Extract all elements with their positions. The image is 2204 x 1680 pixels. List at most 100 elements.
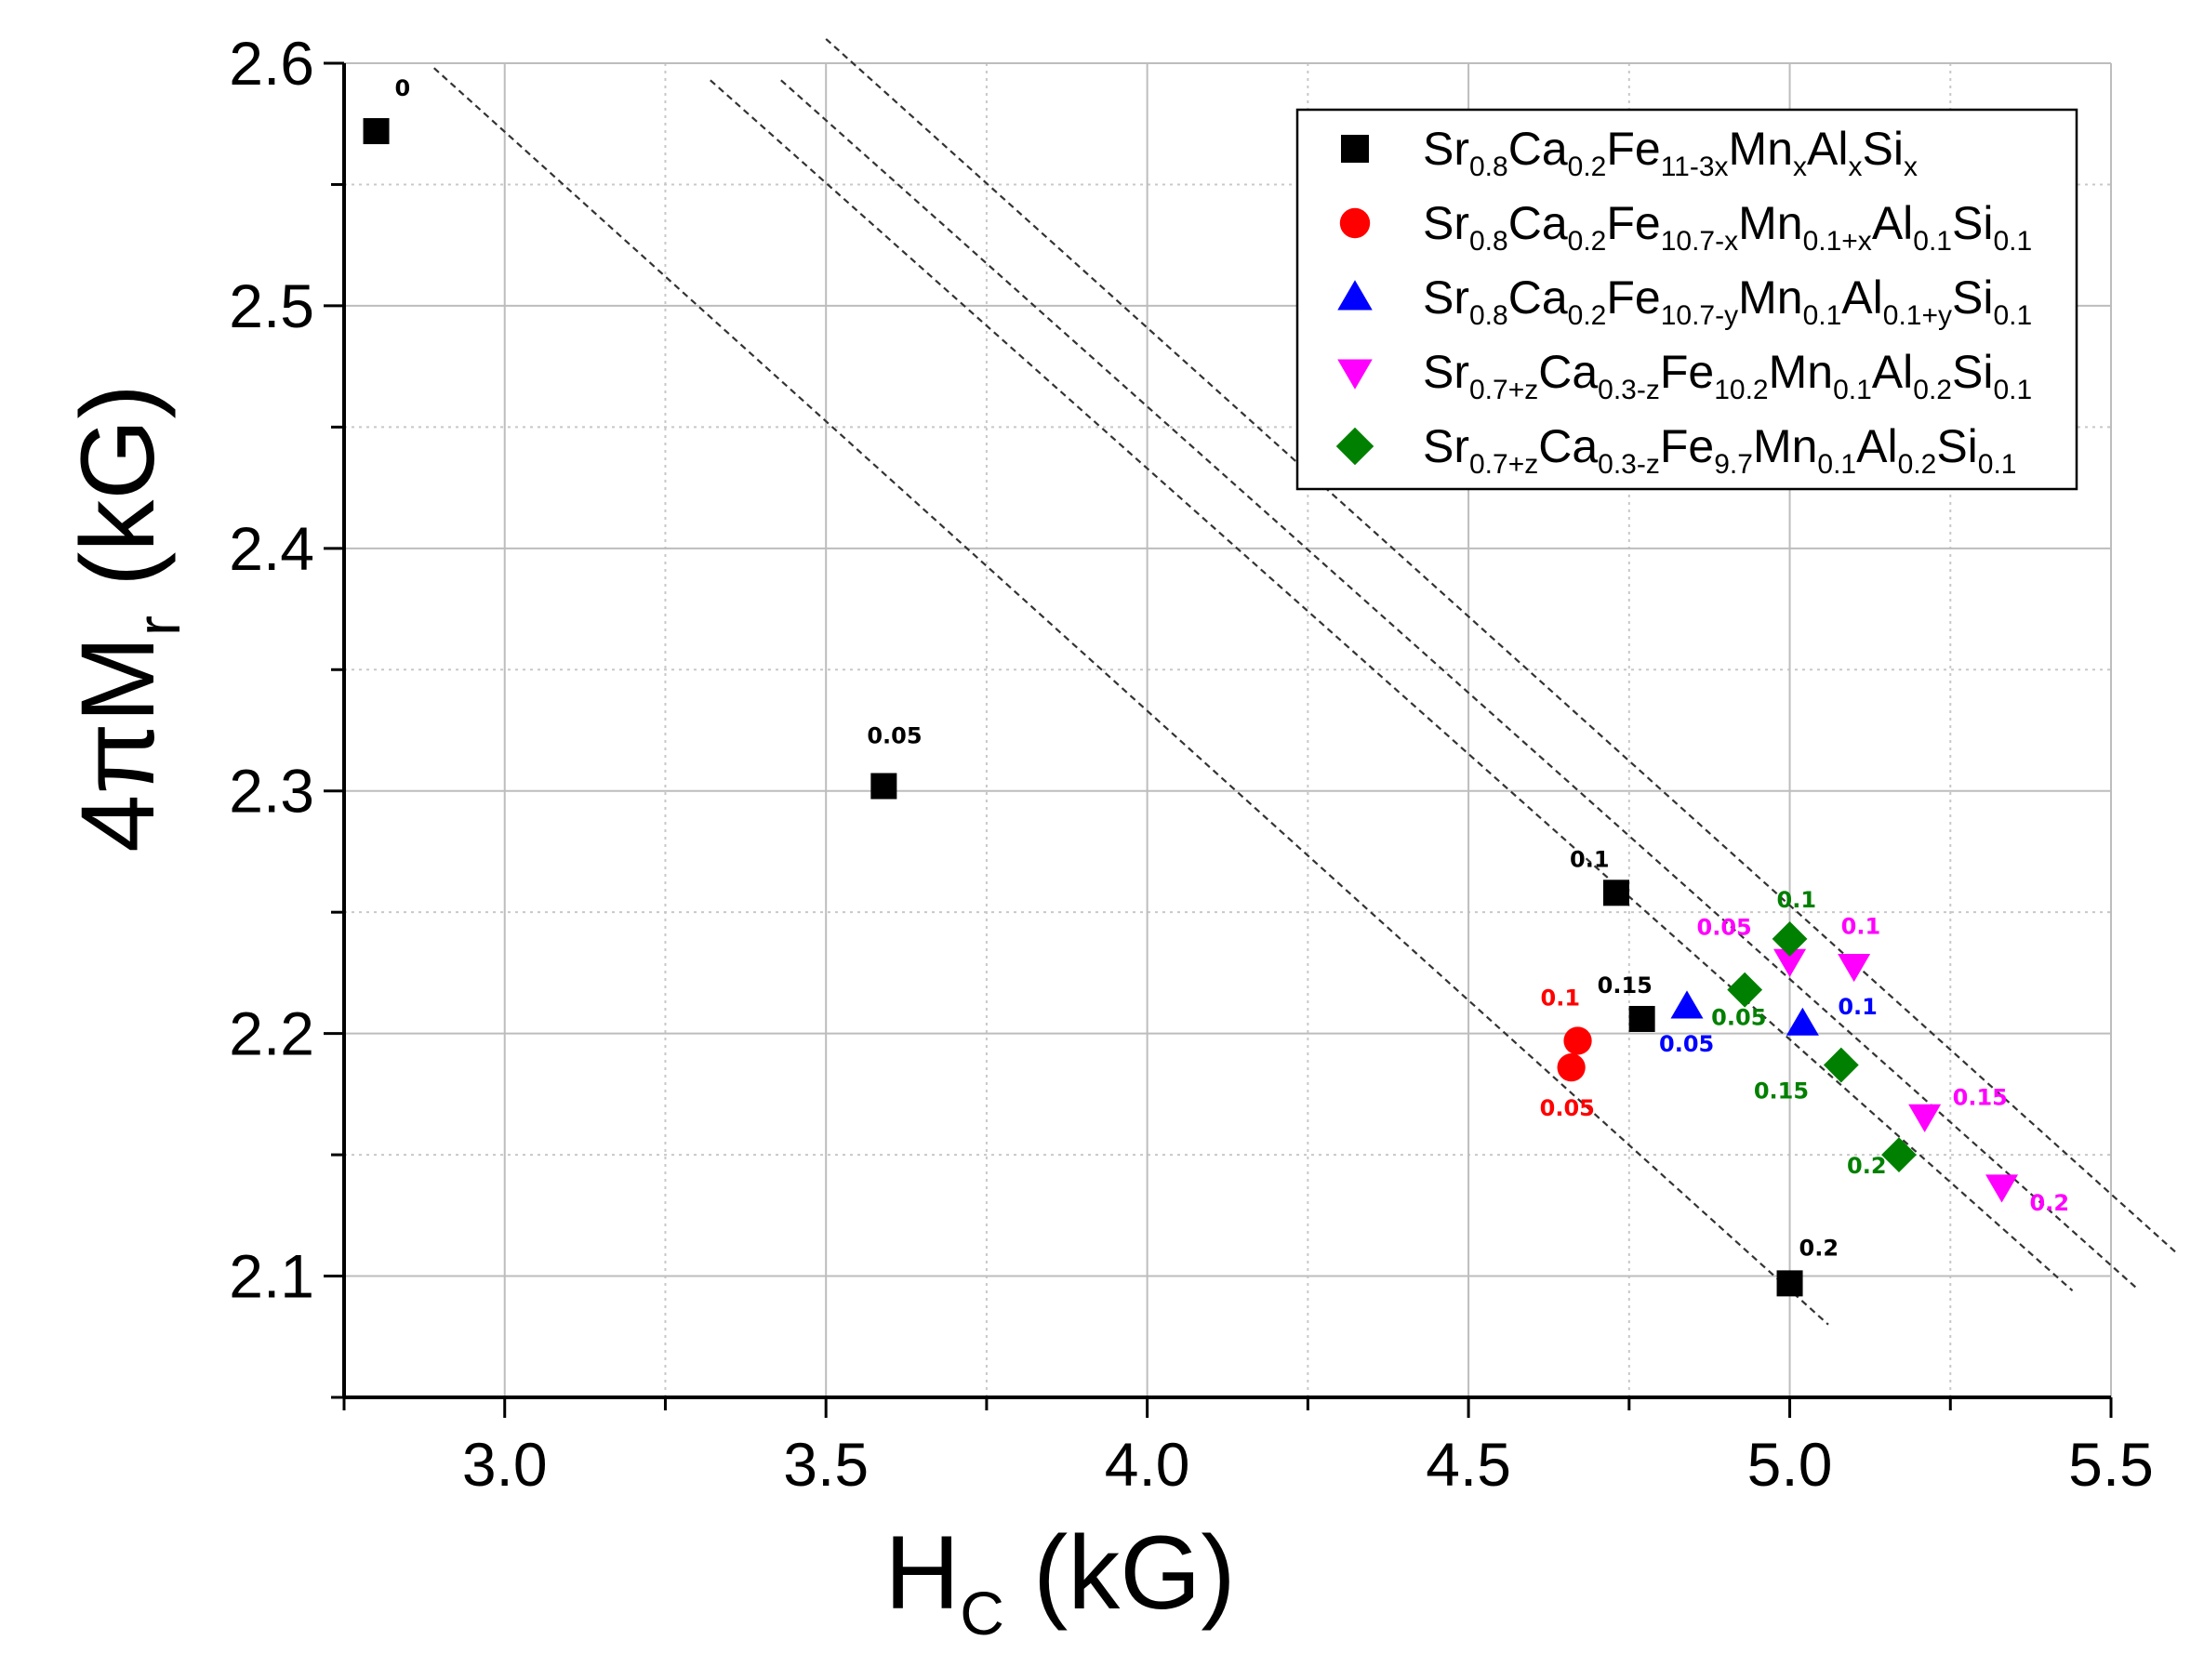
legend-element: Si [1952,346,1993,398]
legend-marker [1337,280,1373,311]
data-label: 0.1 [1541,985,1581,1011]
data-point [1908,1104,1942,1132]
legend-label: Sr0.7+zCa0.3-zFe10.2Mn0.1Al0.2Si0.1 [1423,346,2032,405]
data-label: 0.1 [1838,994,1878,1020]
legend-element: Ca [1508,271,1568,324]
data-label: 0.15 [1754,1078,1809,1105]
legend-subscript: 0.2 [1568,152,1607,182]
data-point [1985,1174,2019,1203]
legend-element: Sr [1423,123,1469,175]
grid-layer [344,62,2112,1397]
legend-element: Mn [1738,197,1802,249]
x-axis-title-main: H [884,1515,960,1631]
y-axis-title: 4πMr (kG) [60,384,193,853]
legend-subscript: x [1793,152,1807,182]
x-tick-label: 4.5 [1426,1430,1511,1499]
legend-subscript: 9.7 [1714,449,1753,480]
x-axis-title-rest: (kG) [1004,1515,1236,1631]
x-tick-label: 5.5 [2068,1430,2154,1499]
legend-subscript: 0.1 [1817,449,1856,480]
legend-element: Fe [1606,197,1660,249]
x-tick-label: 5.0 [1747,1430,1833,1499]
legend-element: Si [1952,197,1993,249]
axes: 3.0 3.5 4.0 4.5 5.0 5.5 2.1 2.2 2.3 2.4 2.5 2.6 [229,29,2154,1499]
data-point [1557,1053,1586,1082]
data-label: 0.05 [1697,914,1752,940]
data-point [1786,1007,1819,1036]
data-point [1670,990,1704,1019]
data-point [1776,1270,1803,1297]
data-label: 0.05 [1711,1005,1766,1031]
data-point [1881,1137,1917,1172]
y-axis-title-sub: r [124,615,193,636]
legend-subscript: 0.2 [1568,226,1607,257]
data-points: 0 0.05 0.1 0.15 0.2 0.05 0.1 0.05 0.1 0.05 0.1 0.15… [363,75,2070,1297]
y-axis-title-main: 4πM [60,636,176,853]
legend-element: Sr [1423,271,1469,324]
legend-element: Mn [1769,346,1833,398]
data-label: 0 [395,75,411,101]
legend-element: Al [1872,346,1913,398]
y-tick-label: 2.2 [229,999,314,1068]
legend-subscript: 10.7-x [1661,226,1738,257]
legend-element: Al [1841,271,1882,324]
x-axis-title-sub: C [960,1579,1004,1647]
legend-element: Fe [1606,271,1660,324]
legend-label: Sr0.8Ca0.2Fe10.7-xMn0.1+xAl0.1Si0.1 [1423,197,2032,257]
data-label: 0.15 [1953,1084,2008,1110]
data-label: 0.1 [1570,846,1610,872]
legend-element: Fe [1606,123,1660,175]
legend-element: Si [1952,271,1993,324]
data-label: 0.05 [1659,1031,1714,1057]
legend: Sr0.8Ca0.2Fe11-3xMnxAlxSixSr0.8Ca0.2Fe10… [1295,108,2078,491]
data-point [363,118,390,145]
legend-element: Ca [1508,197,1568,249]
legend-subscript: 0.1 [1993,375,2032,405]
data-point [1563,1026,1592,1055]
data-label: 0.1 [1777,887,1817,913]
legend-subscript: 11-3x [1661,152,1729,182]
y-tick-label: 2.6 [229,29,314,98]
y-tick-label: 2.1 [229,1242,314,1311]
legend-element: Al [1856,420,1897,472]
legend-element: Ca [1538,420,1598,472]
data-point [1603,880,1629,906]
data-point [870,773,897,800]
legend-subscript: x [1848,152,1862,182]
legend-subscript: 0.1+y [1883,300,1952,331]
legend-marker [1341,135,1369,163]
legend-subscript: 0.2 [1568,300,1607,331]
legend-label: Sr0.8Ca0.2Fe10.7-yMn0.1Al0.1+ySi0.1 [1423,271,2032,331]
data-label: 0.2 [2030,1190,2070,1216]
legend-element: Al [1872,197,1913,249]
legend-subscript: 0.1 [1833,375,1872,405]
legend-subscript: 0.1 [1993,300,2032,331]
legend-marker [1337,359,1373,390]
reference-line [710,79,2074,1292]
legend-element: Sr [1423,420,1469,472]
legend-subscript: 0.3-z [1598,375,1660,405]
legend-subscript: 0.2 [1898,449,1937,480]
legend-element: Ca [1508,123,1568,175]
x-tick-label: 3.5 [783,1430,869,1499]
reference-lines [432,38,2176,1326]
x-tick-label: 4.0 [1105,1430,1190,1499]
legend-element: Mn [1729,123,1793,175]
legend-element: Mn [1738,271,1802,324]
legend-subscript: x [1904,152,1918,182]
legend-element: Fe [1660,346,1714,398]
legend-subscript: 0.2 [1913,375,1952,405]
legend-subscript: 10.2 [1714,375,1768,405]
data-point [1838,953,1871,983]
legend-marker [1339,207,1371,239]
legend-label: Sr0.8Ca0.2Fe11-3xMnxAlxSix [1423,123,1918,182]
reference-line [780,79,2138,1290]
legend-subscript: 0.1 [1978,449,2017,480]
legend-subscript: 0.7+z [1469,375,1538,405]
legend-subscript: 0.1 [1913,226,1952,257]
legend-box [1295,108,2078,491]
legend-subscript: 0.3-z [1598,449,1660,480]
legend-subscript: 0.8 [1469,152,1508,182]
legend-subscript: 0.1+x [1803,226,1872,257]
